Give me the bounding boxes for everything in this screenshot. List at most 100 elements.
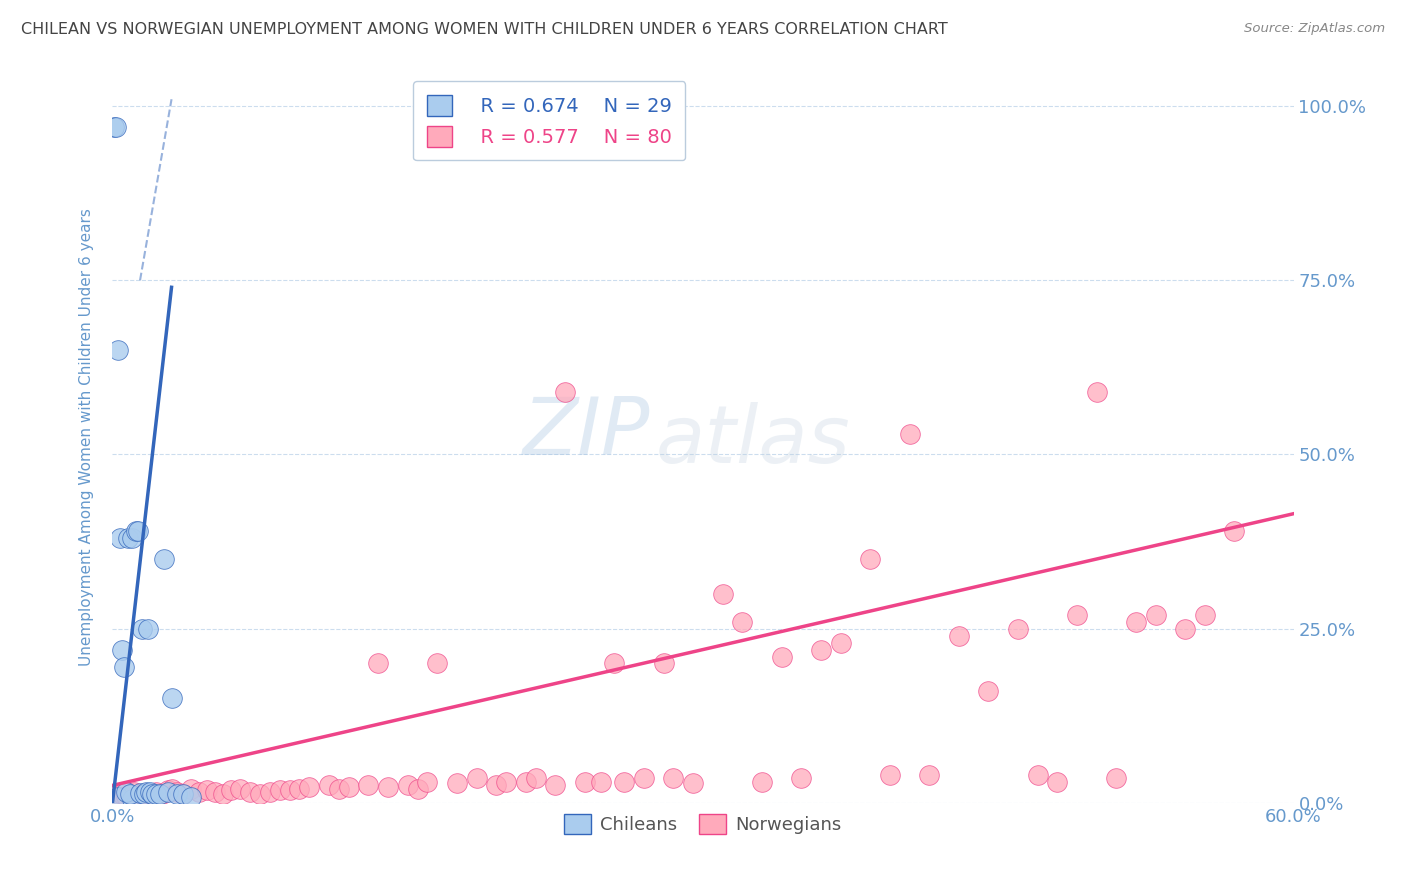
Point <box>229 781 252 796</box>
Point <box>1174 622 1197 636</box>
Point <box>485 778 508 792</box>
Point <box>160 691 183 706</box>
Point <box>1223 524 1246 538</box>
Point <box>172 788 194 802</box>
Point <box>139 785 162 799</box>
Text: CHILEAN VS NORWEGIAN UNEMPLOYMENT AMONG WOMEN WITH CHILDREN UNDER 6 YEARS CORREL: CHILEAN VS NORWEGIAN UNEMPLOYMENT AMONG … <box>21 22 948 37</box>
Point <box>918 768 941 782</box>
Point <box>416 775 439 789</box>
Point <box>515 775 537 789</box>
Point <box>751 775 773 789</box>
Text: atlas: atlas <box>655 401 851 480</box>
Point <box>367 657 389 671</box>
Point <box>135 786 157 800</box>
Point <box>152 552 174 566</box>
Point <box>121 531 143 545</box>
Point <box>810 642 832 657</box>
Point <box>132 788 155 802</box>
Point <box>129 786 152 800</box>
Point <box>110 531 132 545</box>
Point <box>357 778 380 792</box>
Point <box>259 785 281 799</box>
Point <box>544 778 567 792</box>
Point <box>125 524 148 538</box>
Point <box>139 789 162 803</box>
Point <box>859 552 882 566</box>
Point <box>948 629 970 643</box>
Point <box>524 772 547 786</box>
Point <box>107 790 129 805</box>
Point <box>554 384 576 399</box>
Point <box>239 785 262 799</box>
Point <box>1105 772 1128 786</box>
Point <box>131 788 153 802</box>
Point <box>298 780 321 795</box>
Point <box>1144 607 1167 622</box>
Point <box>589 775 612 789</box>
Point <box>465 772 488 786</box>
Point <box>613 775 636 789</box>
Point <box>127 524 149 538</box>
Point <box>145 785 167 799</box>
Point <box>731 615 754 629</box>
Point <box>141 788 163 802</box>
Point <box>103 789 125 803</box>
Point <box>111 788 134 802</box>
Point <box>977 684 1000 698</box>
Point <box>180 781 202 796</box>
Point <box>495 775 517 789</box>
Point <box>377 780 399 795</box>
Y-axis label: Unemployment Among Women with Children Under 6 years: Unemployment Among Women with Children U… <box>79 208 94 666</box>
Point <box>136 622 159 636</box>
Point <box>1007 622 1029 636</box>
Point <box>127 789 149 803</box>
Point <box>145 788 167 802</box>
Point <box>219 783 242 797</box>
Text: ZIP: ZIP <box>523 394 650 473</box>
Point <box>249 788 271 802</box>
Point <box>103 120 125 134</box>
Point <box>1066 607 1088 622</box>
Point <box>135 785 157 799</box>
Point <box>318 778 340 792</box>
Point <box>107 790 129 805</box>
Point <box>120 788 142 802</box>
Point <box>337 780 360 795</box>
Point <box>204 785 226 799</box>
Point <box>652 657 675 671</box>
Point <box>898 426 921 441</box>
Point <box>188 785 211 799</box>
Point <box>879 768 901 782</box>
Point <box>603 657 626 671</box>
Point <box>1026 768 1049 782</box>
Point <box>633 772 655 786</box>
Point <box>406 781 429 796</box>
Point <box>166 785 188 799</box>
Point <box>1085 384 1108 399</box>
Point <box>156 783 179 797</box>
Point <box>446 776 468 790</box>
Point <box>1194 607 1216 622</box>
Point <box>149 788 172 802</box>
Point <box>115 789 138 803</box>
Point <box>426 657 449 671</box>
Legend: Chileans, Norwegians: Chileans, Norwegians <box>557 807 849 841</box>
Point <box>770 649 793 664</box>
Point <box>830 635 852 649</box>
Point <box>1125 615 1147 629</box>
Point <box>328 781 350 796</box>
Point <box>574 775 596 789</box>
Point <box>112 660 135 674</box>
Point <box>160 781 183 796</box>
Point <box>172 788 194 802</box>
Point <box>156 785 179 799</box>
Point <box>278 783 301 797</box>
Point <box>682 776 704 790</box>
Point <box>790 772 813 786</box>
Point <box>117 531 139 545</box>
Point <box>150 788 173 802</box>
Point <box>120 788 142 802</box>
Point <box>711 587 734 601</box>
Point <box>121 792 143 806</box>
Point <box>195 783 218 797</box>
